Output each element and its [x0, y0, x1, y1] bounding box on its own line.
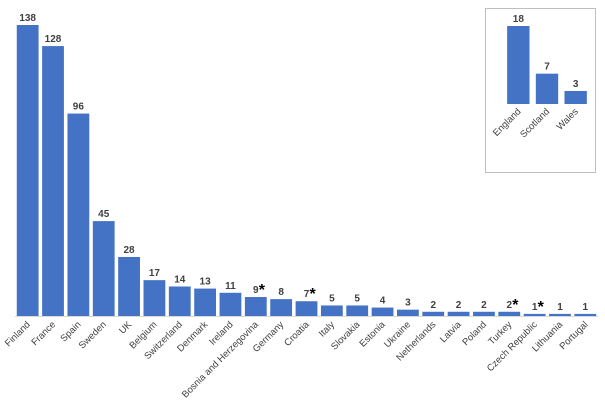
value-label-bosnia-and-herzegovina: 9: [253, 285, 259, 296]
bar-lithuania: [549, 313, 571, 316]
category-label-portugal: Portugal: [558, 319, 591, 352]
bar-spain: [67, 113, 90, 316]
bar-italy: [320, 305, 343, 316]
inset-value-label-scotland: 7: [544, 62, 550, 73]
annotation-star-croatia: *: [310, 286, 317, 303]
bar-bosnia-and-herzegovina: [244, 297, 267, 316]
bar-slovakia: [346, 305, 369, 316]
inset-bar-wales: [564, 91, 587, 104]
value-label-portugal: 1: [583, 302, 589, 313]
value-label-netherlands: 2: [430, 300, 436, 311]
inset-bar-scotland: [535, 73, 559, 104]
bar-belgium: [143, 280, 166, 316]
bar-germany: [270, 299, 293, 316]
category-label-slovakia: Slovakia: [329, 319, 363, 353]
value-label-italy: 5: [329, 293, 335, 304]
value-label-estonia: 4: [380, 296, 386, 307]
bar-ireland: [219, 292, 242, 316]
bar-poland: [473, 311, 495, 316]
bar-france: [42, 46, 64, 317]
bar-sweden: [92, 221, 115, 316]
value-label-spain: 96: [73, 102, 85, 113]
bar-portugal: [574, 313, 597, 316]
inset-value-label-england: 18: [513, 14, 525, 25]
value-label-denmark: 13: [200, 277, 212, 288]
value-label-uk: 28: [124, 245, 136, 256]
value-label-turkey: 2: [506, 300, 512, 311]
category-label-france: France: [29, 319, 58, 348]
bar-uk: [118, 256, 140, 316]
bar-denmark: [194, 288, 217, 316]
value-label-latvia: 2: [456, 300, 462, 311]
bar-croatia: [295, 301, 318, 316]
annotation-star-czech-republic: *: [538, 299, 545, 316]
value-label-czech-republic: 1: [532, 302, 538, 313]
bar-switzerland: [168, 286, 191, 316]
bar-latvia: [447, 311, 470, 316]
value-label-finland: 138: [19, 13, 36, 24]
annotation-star-bosnia-and-herzegovina: *: [259, 282, 266, 299]
bar-czech-republic: [523, 313, 546, 316]
value-label-belgium: 17: [149, 268, 161, 279]
bar-ukraine: [396, 309, 419, 316]
value-label-sweden: 45: [98, 209, 110, 220]
category-label-uk: UK: [117, 319, 135, 337]
value-label-poland: 2: [481, 300, 487, 311]
inset-value-label-wales: 3: [573, 79, 579, 90]
category-label-poland: Poland: [460, 319, 489, 348]
category-label-finland: Finland: [3, 319, 33, 349]
bar-estonia: [371, 307, 394, 316]
value-label-ireland: 11: [225, 281, 236, 292]
category-label-italy: Italy: [317, 319, 337, 339]
category-label-sweden: Sweden: [77, 319, 109, 351]
bar-finland: [16, 25, 39, 316]
value-label-switzerland: 14: [174, 274, 186, 285]
category-label-croatia: Croatia: [282, 319, 312, 349]
value-label-lithuania: 1: [557, 302, 563, 313]
value-label-france: 128: [45, 34, 62, 45]
inset-bar-england: [507, 26, 530, 104]
bar-turkey: [498, 311, 521, 316]
bar-netherlands: [422, 311, 445, 316]
annotation-star-turkey: *: [512, 297, 519, 314]
value-label-croatia: 7: [304, 289, 310, 300]
value-label-ukraine: 3: [405, 298, 411, 309]
value-label-germany: 8: [278, 287, 284, 298]
value-label-slovakia: 5: [354, 293, 360, 304]
